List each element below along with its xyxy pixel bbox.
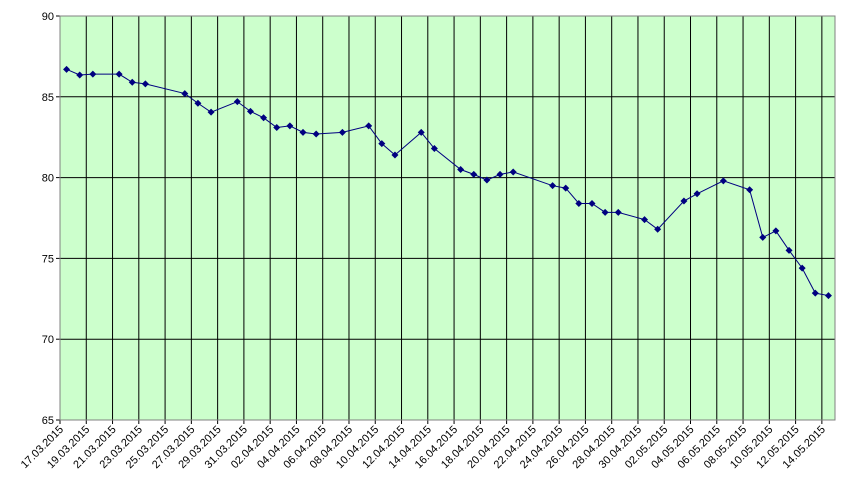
- data-point: [641, 216, 649, 224]
- data-point: [746, 186, 754, 194]
- data-point: [273, 124, 281, 132]
- data-point: [391, 151, 399, 159]
- data-point: [759, 233, 767, 241]
- data-point: [614, 208, 622, 216]
- data-point: [207, 108, 215, 116]
- data-point: [181, 90, 189, 98]
- data-point: [798, 264, 806, 272]
- data-point: [365, 122, 373, 130]
- data-point: [312, 130, 320, 138]
- data-point: [194, 99, 202, 107]
- plot-border: [59, 15, 836, 421]
- data-point: [286, 122, 294, 130]
- data-point: [654, 225, 662, 233]
- data-point: [417, 128, 425, 136]
- data-point: [693, 190, 701, 198]
- data-point: [115, 70, 123, 78]
- data-point: [824, 292, 832, 300]
- data-point: [601, 208, 609, 216]
- y-tick-label: 75: [42, 253, 54, 265]
- data-point: [141, 80, 149, 88]
- data-point: [811, 289, 819, 297]
- data-point: [338, 128, 346, 136]
- y-tick-label: 65: [42, 415, 54, 427]
- data-point: [785, 246, 793, 254]
- data-point: [457, 166, 465, 174]
- data-point: [470, 170, 478, 178]
- data-point: [549, 182, 557, 190]
- data-point: [246, 107, 254, 115]
- data-point: [76, 71, 84, 79]
- data-point: [588, 199, 596, 207]
- data-point: [680, 197, 688, 205]
- data-point: [575, 199, 583, 207]
- data-point: [299, 128, 307, 136]
- plot-area: [60, 16, 835, 420]
- data-point: [719, 177, 727, 185]
- data-point: [378, 140, 386, 148]
- y-tick-label: 90: [42, 11, 54, 23]
- data-point: [509, 168, 517, 176]
- data-point: [562, 184, 570, 192]
- data-point: [483, 176, 491, 184]
- data-point: [63, 65, 71, 73]
- y-tick-label: 80: [42, 173, 54, 185]
- data-point: [430, 145, 438, 153]
- data-point: [496, 170, 504, 178]
- data-point: [772, 227, 780, 235]
- y-tick-label: 70: [42, 334, 54, 346]
- y-tick-label: 85: [42, 92, 54, 104]
- data-point: [128, 78, 136, 86]
- data-point: [89, 70, 97, 78]
- data-point: [260, 114, 268, 122]
- data-point: [233, 98, 241, 106]
